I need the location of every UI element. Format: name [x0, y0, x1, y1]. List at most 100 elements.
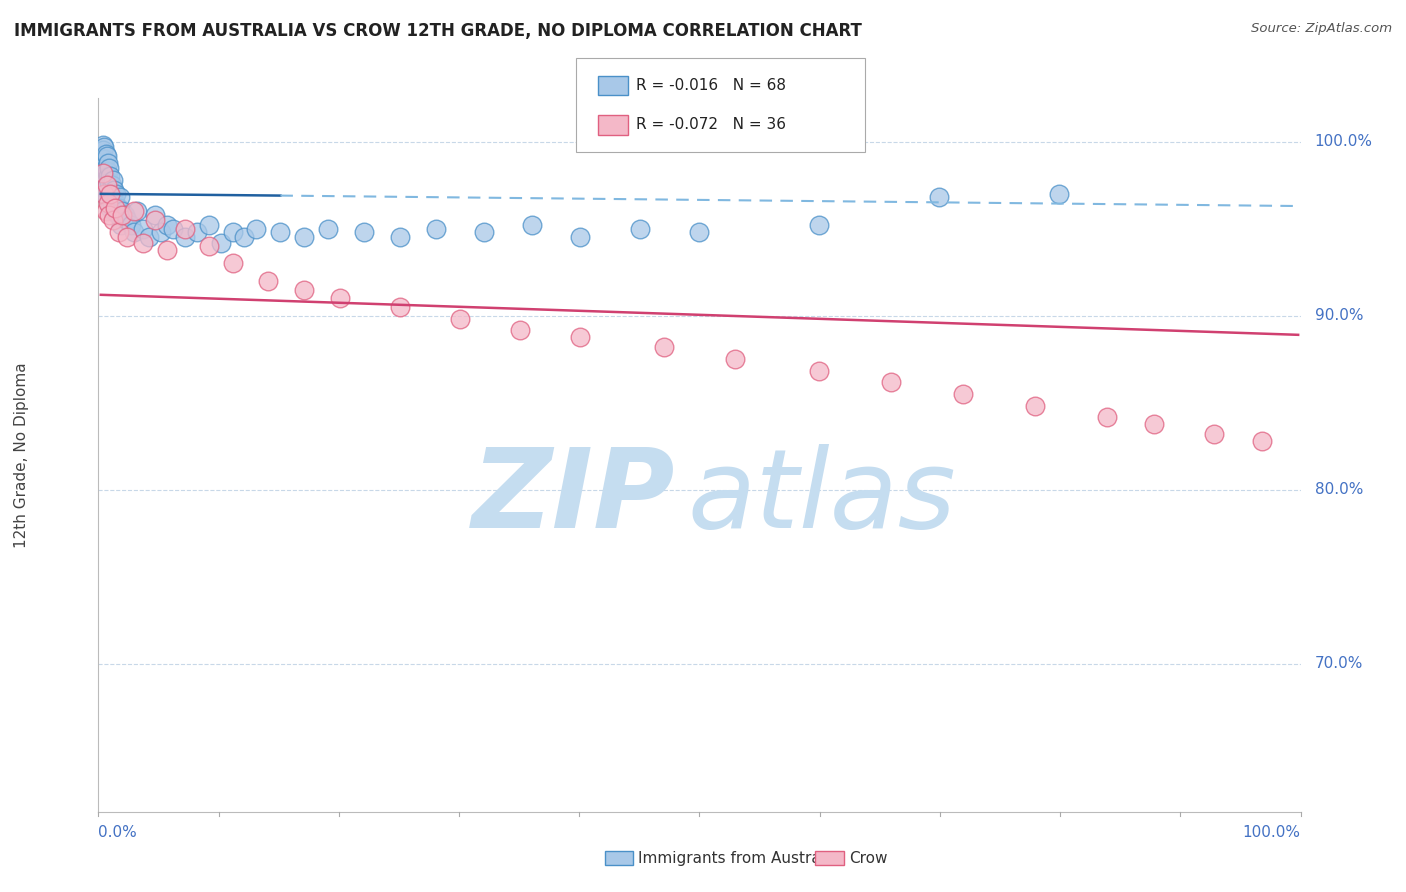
Text: 90.0%: 90.0% [1315, 308, 1362, 323]
Point [138, 230, 160, 244]
Point [425, 221, 447, 235]
Text: 100.0%: 100.0% [1243, 825, 1301, 840]
Point [652, 340, 675, 354]
Point [928, 190, 950, 204]
Point [880, 375, 903, 389]
Point [292, 230, 315, 244]
Point [1095, 409, 1118, 424]
Point [808, 218, 831, 232]
Point [94, 173, 117, 187]
Point [114, 208, 136, 222]
Point [91, 166, 114, 180]
Point [197, 239, 219, 253]
Point [568, 329, 591, 343]
Point [115, 230, 138, 244]
Text: 80.0%: 80.0% [1315, 483, 1362, 497]
Point [389, 230, 412, 244]
Point [353, 225, 375, 239]
Point [520, 218, 543, 232]
Text: IMMIGRANTS FROM AUSTRALIA VS CROW 12TH GRADE, NO DIPLOMA CORRELATION CHART: IMMIGRANTS FROM AUSTRALIA VS CROW 12TH G… [14, 22, 862, 40]
Point [115, 213, 138, 227]
Point [108, 190, 131, 204]
Point [94, 204, 117, 219]
Point [94, 146, 117, 161]
Text: atlas: atlas [688, 444, 956, 551]
Text: R = -0.072   N = 36: R = -0.072 N = 36 [636, 118, 786, 132]
Point [124, 225, 146, 239]
Point [103, 183, 125, 197]
Point [98, 175, 121, 189]
Point [107, 225, 129, 239]
Point [100, 169, 122, 184]
Point [233, 230, 256, 244]
Point [105, 186, 128, 201]
Point [292, 283, 315, 297]
Point [97, 195, 120, 210]
Point [449, 312, 471, 326]
Point [197, 218, 219, 232]
Point [104, 201, 127, 215]
Text: Immigrants from Australia: Immigrants from Australia [638, 851, 839, 865]
Point [162, 221, 184, 235]
Point [98, 161, 121, 175]
Point [318, 221, 340, 235]
Point [173, 221, 195, 235]
Point [107, 201, 129, 215]
Point [93, 186, 115, 201]
Text: Crow: Crow [849, 851, 887, 865]
Point [96, 190, 118, 204]
Point [257, 274, 280, 288]
Point [111, 204, 134, 219]
Point [724, 352, 747, 367]
Point [101, 213, 124, 227]
Point [1143, 417, 1166, 431]
Point [97, 169, 120, 184]
Point [101, 190, 124, 204]
Text: 0.0%: 0.0% [98, 825, 138, 840]
Point [100, 195, 122, 210]
Point [100, 186, 122, 201]
Point [269, 225, 291, 239]
Point [186, 225, 208, 239]
Point [93, 140, 115, 154]
Point [156, 243, 179, 257]
Point [100, 201, 122, 215]
Point [111, 208, 134, 222]
Point [94, 161, 117, 175]
Point [245, 221, 267, 235]
Point [173, 230, 195, 244]
Point [104, 195, 127, 210]
Point [93, 166, 115, 180]
Point [91, 138, 114, 153]
Point [91, 155, 114, 169]
Point [132, 235, 155, 250]
Point [568, 230, 591, 244]
Point [688, 225, 710, 239]
Point [100, 178, 122, 193]
Point [125, 204, 148, 219]
Point [628, 221, 651, 235]
Text: ZIP: ZIP [472, 444, 675, 551]
Point [124, 204, 146, 219]
Text: 70.0%: 70.0% [1315, 657, 1362, 672]
Point [97, 155, 120, 169]
Point [93, 152, 115, 166]
Point [100, 186, 122, 201]
Point [120, 218, 142, 232]
Point [107, 208, 129, 222]
Point [93, 177, 115, 191]
Point [103, 204, 125, 219]
Point [96, 164, 118, 178]
Point [808, 364, 831, 378]
Point [96, 178, 118, 193]
Text: R = -0.016   N = 68: R = -0.016 N = 68 [636, 78, 786, 93]
Point [952, 387, 974, 401]
Point [1251, 434, 1274, 448]
Text: 100.0%: 100.0% [1315, 134, 1372, 149]
Point [91, 144, 114, 158]
Point [143, 213, 166, 227]
Point [101, 173, 124, 187]
Point [472, 225, 495, 239]
Point [209, 235, 232, 250]
Point [1204, 427, 1226, 442]
